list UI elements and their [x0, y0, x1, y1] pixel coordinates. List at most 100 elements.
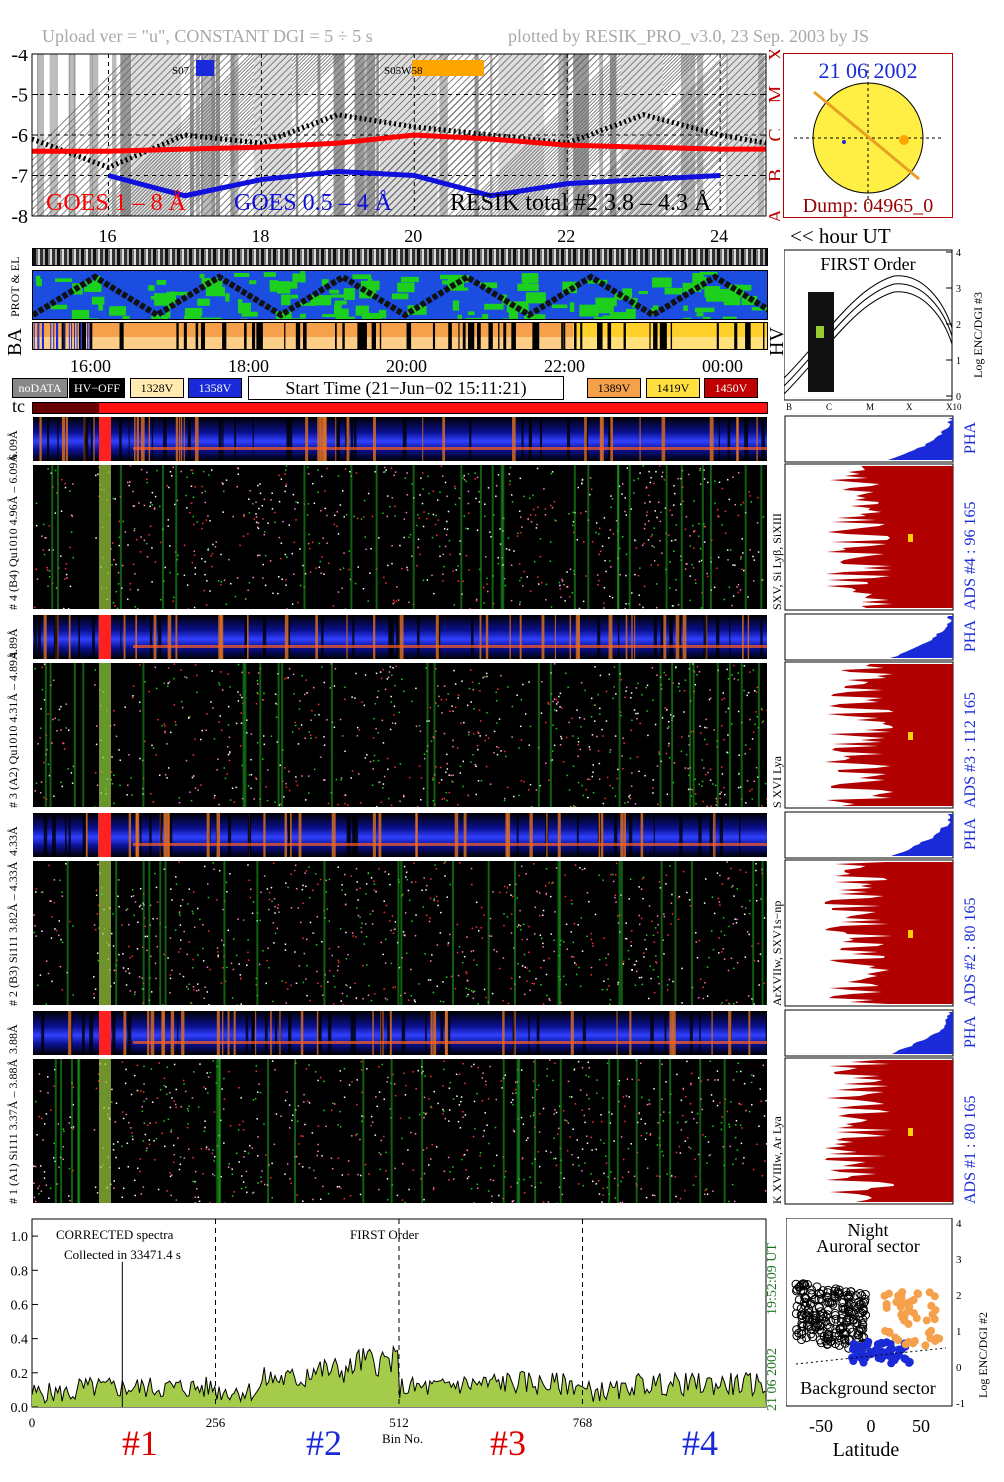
ba-gap	[90, 323, 92, 350]
scatter-dot	[698, 536, 700, 538]
scatter-dot	[113, 559, 115, 561]
pha-line	[507, 813, 510, 858]
scatter-dot	[202, 948, 204, 950]
scatter-dot	[506, 892, 508, 894]
scatter-dot	[128, 1166, 130, 1168]
scatter-dot	[457, 697, 459, 699]
lat-y-label: 4	[956, 1218, 962, 1230]
scatter-dot	[113, 774, 115, 776]
scatter-dot	[468, 731, 470, 733]
scatter-dot	[204, 491, 206, 493]
scatter-dot	[155, 667, 157, 669]
scatter-dot	[732, 1164, 734, 1166]
scatter-dot	[37, 578, 39, 580]
scatter-dot	[69, 1168, 71, 1170]
scatter-dot	[433, 514, 435, 516]
scatter-dot	[335, 668, 337, 670]
scatter-dot	[570, 568, 572, 570]
scatter-dot	[35, 891, 37, 893]
scatter-dot	[661, 1098, 663, 1100]
scatter-dot	[308, 534, 310, 536]
scatter-dot	[590, 477, 592, 479]
scatter-dot	[220, 584, 222, 586]
scatter-dot	[310, 922, 312, 924]
scatter-dot	[440, 1001, 442, 1003]
scatter-dot	[571, 1154, 573, 1156]
scatter-dot	[500, 675, 502, 677]
ba-1358v	[43, 323, 44, 350]
scatter-dot	[581, 1110, 583, 1112]
scatter-dot	[223, 491, 225, 493]
scatter-dot	[758, 984, 760, 986]
pha-line	[640, 417, 641, 462]
time-tick: 20:00	[386, 356, 427, 377]
scatter-line	[517, 1059, 519, 1204]
scatter-dot	[417, 1070, 419, 1072]
scatter-dot	[309, 548, 311, 550]
scatter-dot	[447, 529, 449, 531]
scatter-dot	[660, 521, 662, 523]
scatter-dot	[221, 482, 223, 484]
scatter-dot	[485, 997, 487, 999]
scatter-dot	[269, 892, 271, 894]
scatter-dot	[143, 1091, 145, 1093]
scatter-dot	[749, 913, 751, 915]
scatter-dot	[345, 608, 347, 610]
lat-point-bg	[859, 1342, 867, 1350]
scatter-dot	[641, 694, 643, 696]
scatter-dot	[445, 861, 447, 863]
scatter-dot	[122, 953, 124, 955]
scatter-dot	[637, 683, 639, 685]
scatter-line	[218, 1059, 220, 1204]
scatter-dot	[121, 1197, 123, 1199]
scatter-dot	[723, 917, 725, 919]
scatter-dot	[643, 956, 645, 958]
scatter-dot	[226, 604, 228, 606]
scatter-dot	[179, 915, 181, 917]
scatter-dot	[675, 1176, 677, 1178]
scatter-dot	[263, 1124, 265, 1126]
scatter-dot	[69, 547, 71, 549]
scatter-dot	[666, 874, 668, 876]
scatter-dot	[64, 748, 66, 750]
scatter-dot	[95, 929, 97, 931]
scatter-dot	[393, 714, 395, 716]
pha-line	[710, 417, 714, 462]
scatter-dot	[302, 903, 304, 905]
scatter-dot	[438, 519, 440, 521]
scatter-dot	[681, 1002, 683, 1004]
scatter-dot	[672, 605, 674, 607]
scatter-dot	[259, 555, 261, 557]
scatter-dot	[546, 584, 548, 586]
scatter-dot	[289, 790, 291, 792]
scatter-dot	[96, 1088, 98, 1090]
scatter-dot	[571, 903, 573, 905]
scatter-dot	[742, 1163, 744, 1165]
pha-line	[601, 813, 603, 858]
scatter-dot	[164, 731, 166, 733]
scatter-dot	[300, 585, 302, 587]
scatter-dot	[668, 743, 670, 745]
pha-range-label: 4.89Å	[6, 628, 21, 658]
scatter-dot	[741, 538, 743, 540]
scatter-dot	[600, 1114, 602, 1116]
hour-caption: << hour UT	[790, 224, 891, 249]
scatter-dot	[474, 1128, 476, 1130]
scatter-dot	[319, 543, 321, 545]
scatter-dot	[146, 1148, 148, 1150]
scatter-dot	[320, 879, 322, 881]
scatter-dot	[568, 1081, 570, 1083]
scatter-dot	[553, 1158, 555, 1160]
scatter-dot	[721, 524, 723, 526]
pha-line	[624, 813, 626, 858]
scatter-dot	[609, 1004, 611, 1006]
scatter-dot	[265, 1154, 267, 1156]
scatter-dot	[550, 896, 552, 898]
scatter-dot	[369, 573, 371, 575]
scatter-dot	[566, 571, 568, 573]
scatter-dot	[47, 713, 49, 715]
fo-ylabel: Log ENC/DGI #3	[971, 292, 986, 378]
scatter-dot	[648, 998, 650, 1000]
pha-line	[228, 813, 231, 858]
scatter-dot	[419, 765, 421, 767]
